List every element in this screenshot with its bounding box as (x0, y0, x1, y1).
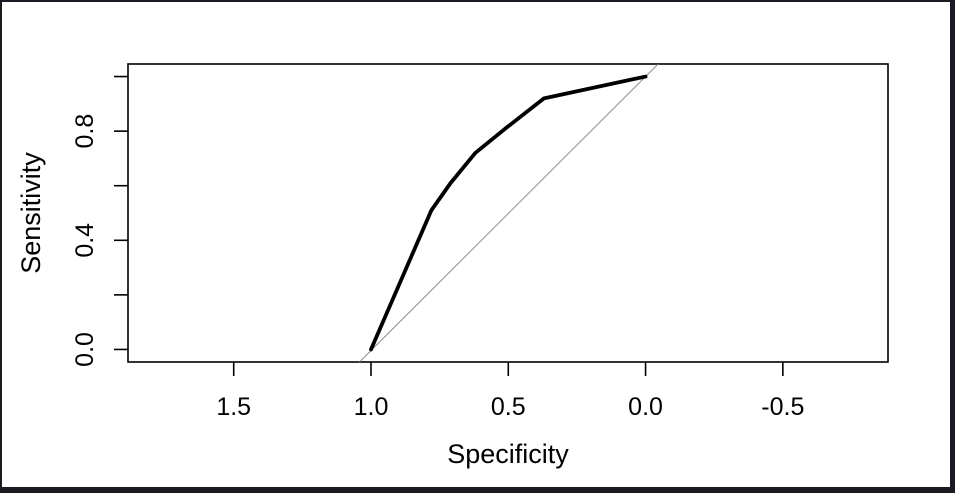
plot-area: 1.5 1.0 0.5 0.0 -0.5 0.0 0.4 0.8 (71, 63, 889, 421)
reference-diagonal-line (359, 63, 659, 363)
plot-box (127, 63, 889, 363)
x-tick-label: -0.5 (761, 393, 804, 421)
window-border-bottom (0, 487, 955, 493)
y-tick-label: 0.4 (71, 223, 99, 258)
window-border-left (0, 0, 2, 493)
y-tick-label: 0.0 (71, 332, 99, 367)
x-tick-label: 0.0 (628, 393, 663, 421)
y-tick-label: 0.8 (71, 114, 99, 149)
x-axis-title: Specificity (447, 439, 569, 469)
roc-curve (369, 74, 648, 352)
x-tick-label: 0.5 (491, 393, 526, 421)
window-border-right (950, 0, 955, 493)
x-tick-label: 1.5 (216, 393, 251, 421)
x-tick-label: 1.0 (354, 393, 389, 421)
y-axis-title: Sensitivity (16, 152, 46, 274)
window-border-top (0, 0, 955, 2)
